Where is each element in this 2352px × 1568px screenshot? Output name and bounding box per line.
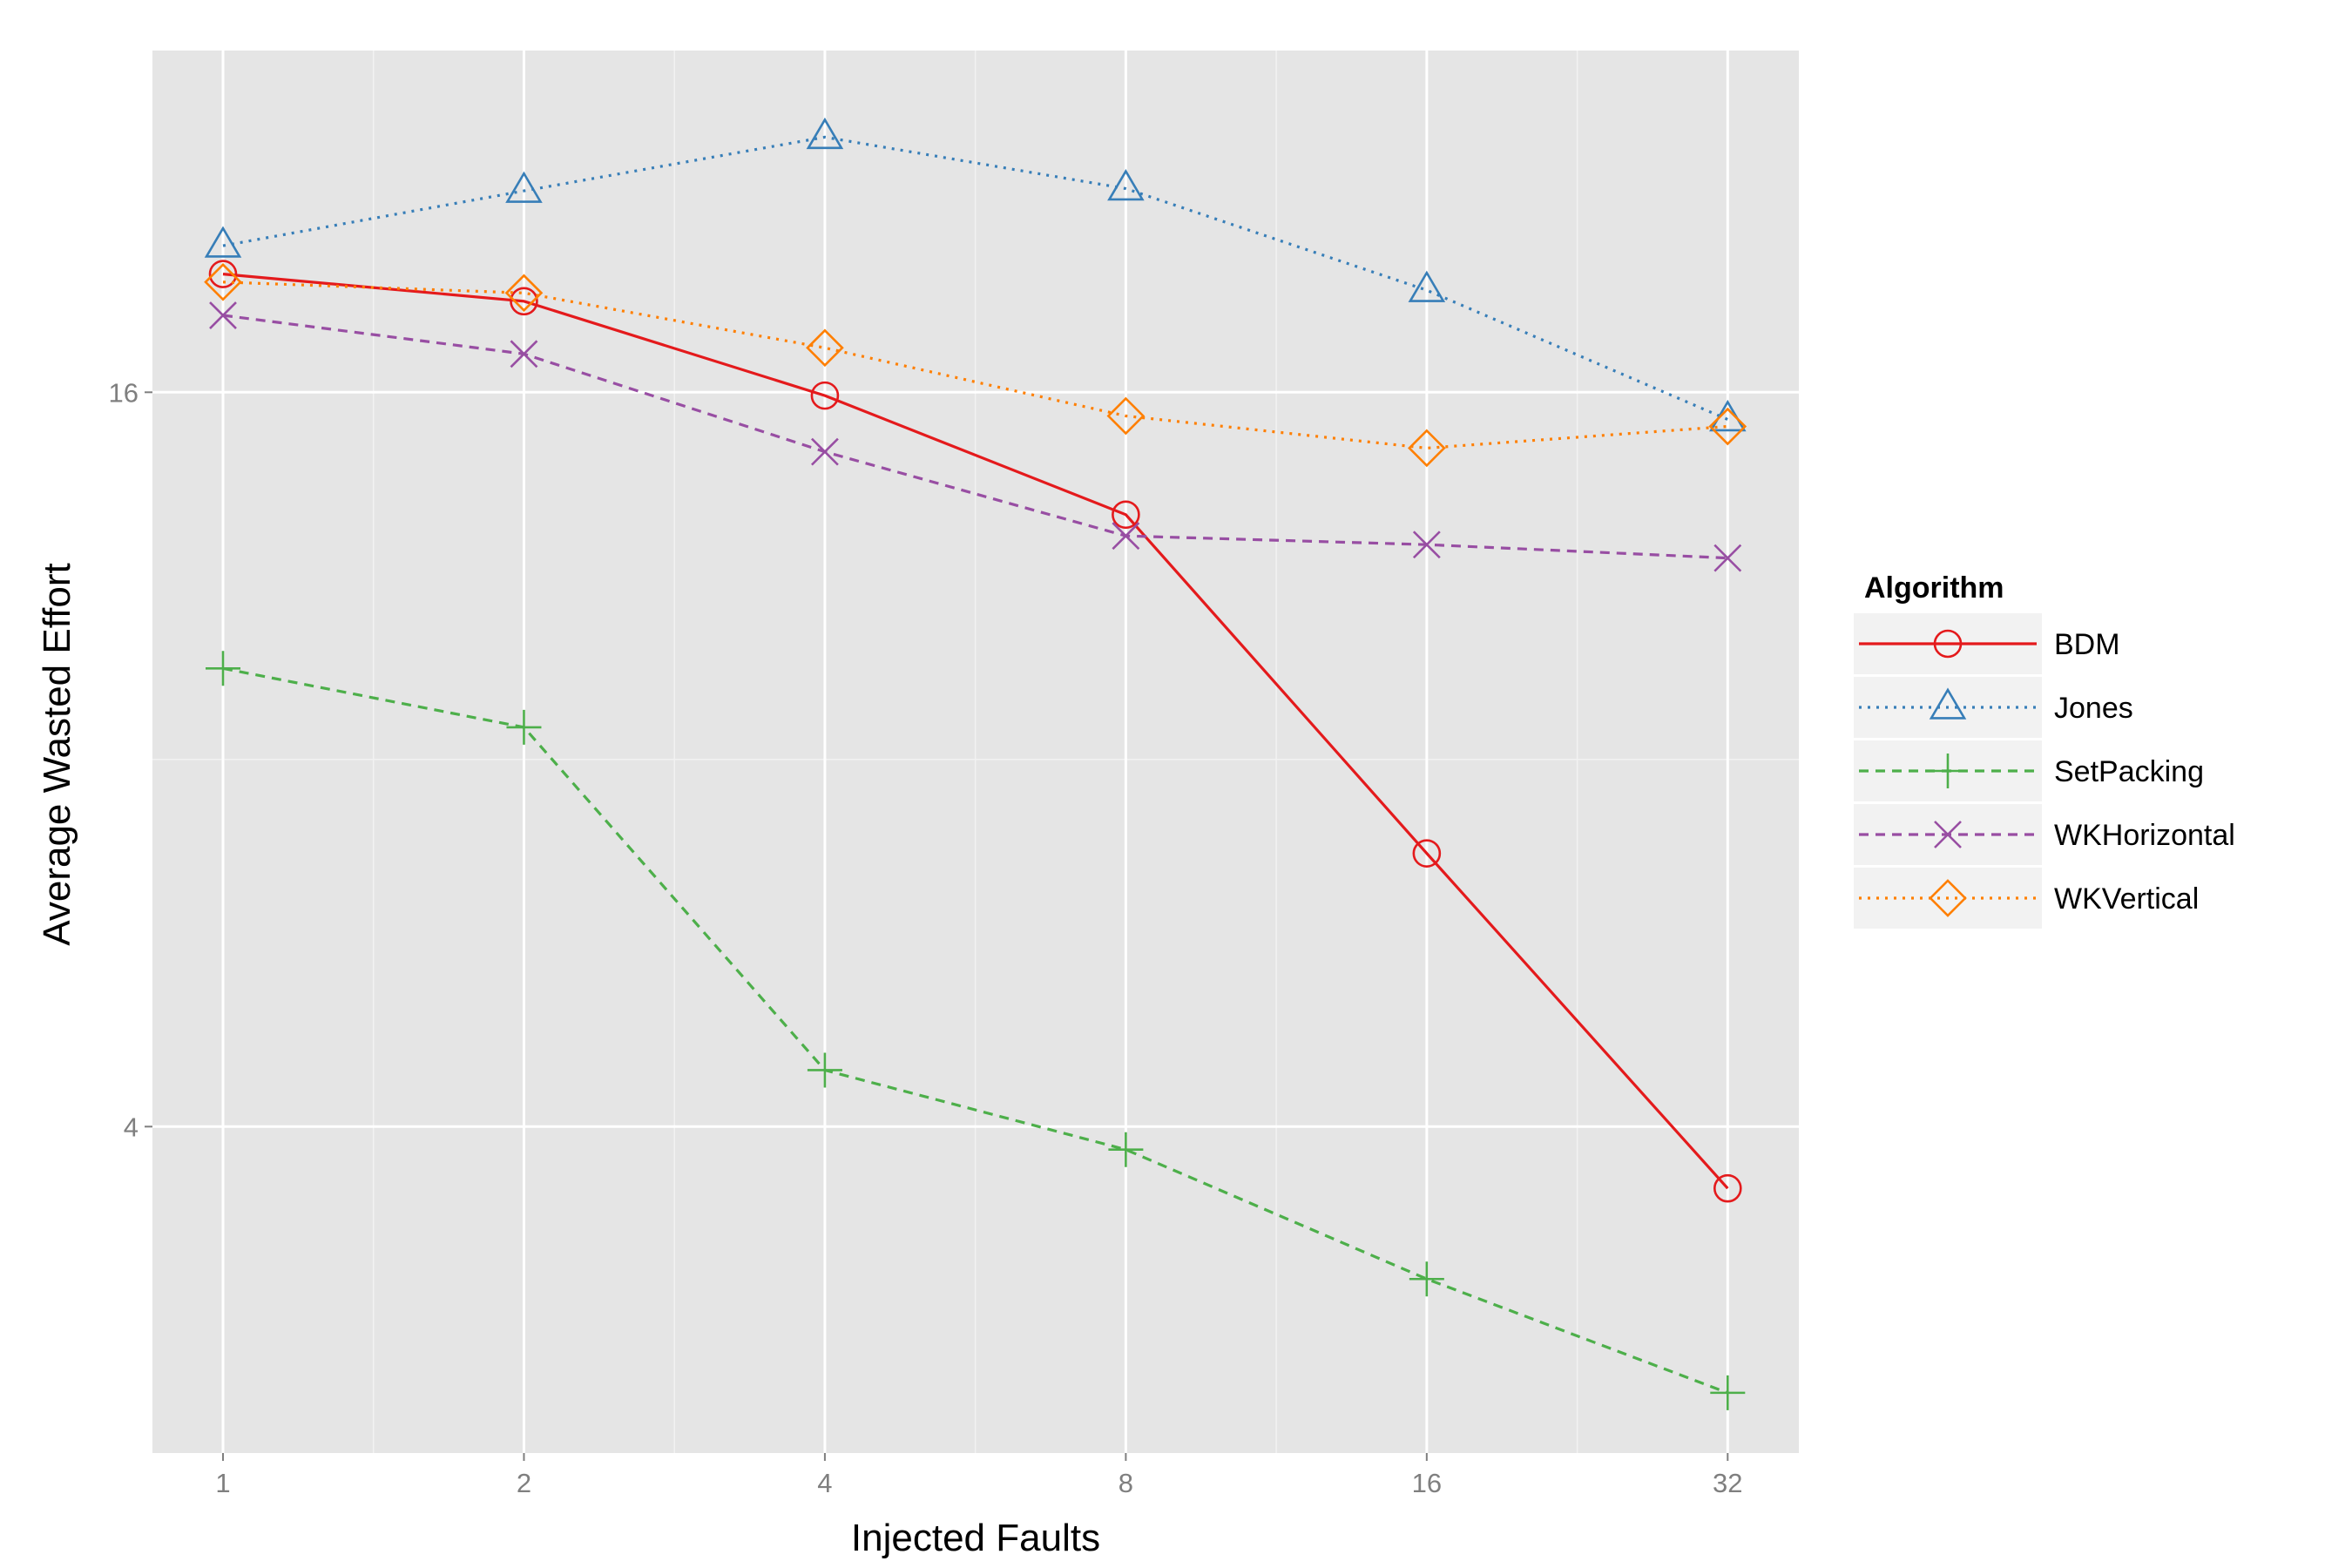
data-point-wkvertical — [1708, 407, 1747, 446]
y-tick-label: 16 — [109, 377, 139, 408]
data-point-bdm — [510, 287, 538, 316]
x-tick-label: 2 — [517, 1468, 531, 1498]
data-point-bdm — [1412, 839, 1442, 868]
data-point-setpacking — [506, 709, 542, 745]
legend-key-marker — [1930, 754, 1965, 788]
x-tick-label: 1 — [215, 1468, 230, 1498]
data-point-bdm — [810, 381, 840, 410]
data-point-wkhorizontal — [1713, 544, 1742, 572]
data-point-jones — [204, 226, 242, 258]
data-point-setpacking — [1409, 1261, 1444, 1297]
x-axis-title: Injected Faults — [851, 1517, 1100, 1559]
legend-key-marker — [1933, 629, 1963, 659]
series-setpacking — [205, 651, 1746, 1410]
data-point-wkvertical — [204, 262, 242, 301]
series-layer — [204, 117, 1747, 1410]
data-point-setpacking — [807, 1052, 842, 1088]
legend: Algorithm BDM Jones SetPacking WKHorizontal… — [1854, 571, 2235, 929]
x-tick-label: 8 — [1119, 1468, 1133, 1498]
legend-label: BDM — [2054, 628, 2120, 661]
legend-label: Jones — [2054, 692, 2133, 725]
x-tick-label: 16 — [1412, 1468, 1442, 1498]
x-axis: 1 2 4 8 16 32 — [215, 1453, 1743, 1498]
legend-item-setpacking: SetPacking — [1854, 740, 2204, 801]
data-point-wkhorizontal — [811, 437, 839, 466]
series-bdm — [208, 260, 1742, 1203]
series-line-wkhorizontal — [222, 314, 1728, 560]
minor-gridlines — [152, 51, 1799, 1453]
y-tick-label: 4 — [124, 1112, 139, 1142]
series-wkvertical — [204, 262, 1747, 468]
data-point-bdm — [1713, 1173, 1742, 1203]
legend-item-wkvertical: WKVertical — [1854, 868, 2199, 929]
legend-label: WKHorizontal — [2054, 819, 2235, 852]
legend-label: SetPacking — [2054, 755, 2204, 788]
x-tick-label: 32 — [1713, 1468, 1742, 1498]
legend-item-wkhorizontal: WKHorizontal — [1854, 804, 2235, 865]
legend-title: Algorithm — [1864, 571, 2004, 605]
data-point-wkhorizontal — [510, 340, 538, 368]
x-tick-label: 4 — [817, 1468, 832, 1498]
series-line-setpacking — [222, 666, 1728, 1395]
data-point-wkhorizontal — [209, 301, 237, 329]
data-point-wkvertical — [504, 274, 544, 313]
data-point-wkvertical — [1408, 429, 1446, 468]
data-point-wkvertical — [1106, 396, 1146, 436]
major-gridlines — [152, 51, 1799, 1453]
data-point-wkhorizontal — [1112, 522, 1140, 551]
data-point-bdm — [208, 260, 238, 288]
data-point-setpacking — [205, 651, 240, 686]
series-wkhorizontal — [209, 301, 1742, 572]
data-point-wkhorizontal — [1412, 531, 1441, 559]
y-axis-title: Average Wasted Effort — [36, 563, 78, 945]
data-point-setpacking — [1710, 1375, 1746, 1410]
data-point-jones — [505, 171, 543, 203]
legend-key-marker — [1934, 821, 1962, 848]
data-point-jones — [806, 117, 844, 150]
data-point-jones — [1107, 168, 1145, 201]
data-point-bdm — [1112, 500, 1140, 530]
series-line-bdm — [222, 273, 1729, 1190]
legend-key-marker — [1929, 687, 1967, 720]
legend-item-bdm: BDM — [1854, 613, 2120, 674]
data-point-wkvertical — [806, 328, 844, 368]
data-point-setpacking — [1108, 1132, 1144, 1167]
data-point-jones — [1408, 270, 1446, 302]
legend-label: WKVertical — [2054, 882, 2199, 916]
series-line-jones — [222, 135, 1728, 421]
legend-item-jones: Jones — [1854, 677, 2133, 738]
y-axis: 4 16 — [109, 377, 152, 1142]
legend-key-marker — [1929, 879, 1967, 917]
